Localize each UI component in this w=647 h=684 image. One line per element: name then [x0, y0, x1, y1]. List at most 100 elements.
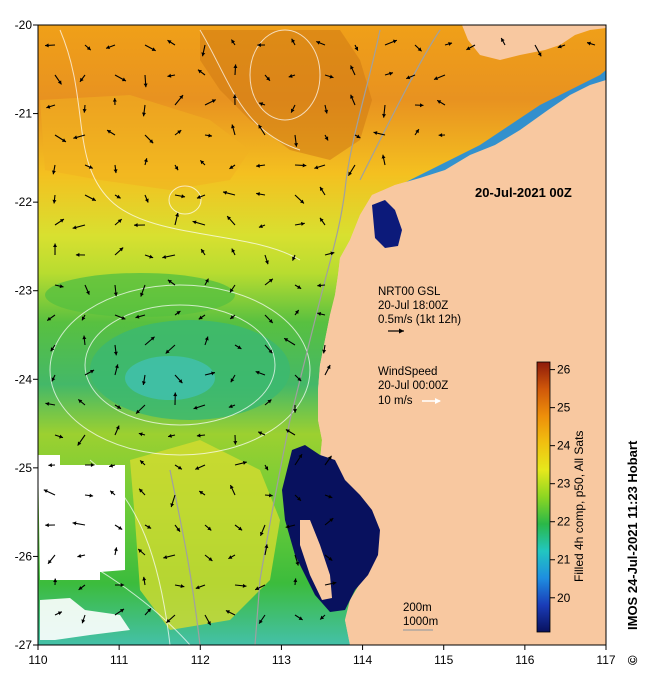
colorbar-tick-label: 24	[557, 439, 571, 453]
current-arrow-head	[330, 251, 335, 256]
current-arrow-head	[417, 47, 422, 52]
current-arrow-head	[142, 112, 146, 117]
current-arrow-head	[231, 124, 235, 129]
current-arrow-head	[120, 583, 125, 588]
wind-legend-scale: 10 m/s	[378, 395, 413, 407]
copyright-icon: ©	[625, 655, 640, 665]
current-arrow-head	[47, 316, 52, 321]
plot-frame	[37, 24, 607, 646]
current-arrow-head	[167, 279, 172, 284]
colorbar-tick-label: 25	[557, 401, 571, 415]
current-arrow-head	[196, 433, 201, 438]
current-arrow-head	[113, 547, 118, 552]
current-arrow-head	[208, 557, 213, 561]
current-arrow-head	[329, 74, 334, 79]
current-arrow-head	[59, 219, 64, 223]
current-arrow-head	[112, 98, 117, 102]
current-arrow-head	[256, 163, 260, 168]
current-arrow-head	[392, 39, 397, 44]
current-arrow-head	[320, 615, 325, 620]
wind-scale-arrow	[422, 398, 441, 404]
current-arrow-head	[170, 503, 175, 508]
current-arrow-head	[57, 80, 62, 85]
current-arrow-head	[265, 260, 269, 265]
current-arrow-head	[329, 518, 334, 522]
current-arrow-head	[121, 316, 126, 320]
current-arrow-head	[294, 142, 299, 147]
current-arrow-head	[51, 377, 56, 382]
colorbar	[536, 361, 551, 633]
current-arrow-head	[255, 370, 260, 375]
current-arrow-head	[587, 41, 591, 46]
current-arrow-head	[285, 524, 290, 529]
current-legend-scale: 0.5m/s (1kt 12h)	[378, 314, 461, 326]
current-arrow-head	[195, 466, 200, 470]
current-arrow-head	[77, 441, 82, 446]
lat-tick-label: -25	[15, 461, 33, 475]
current-arrow-head	[90, 463, 95, 468]
current-arrow-head	[167, 73, 172, 78]
current-arrow-head	[115, 425, 120, 430]
current-arrow-head	[466, 46, 471, 50]
current-arrow-head	[113, 169, 118, 174]
current-arrow-head	[207, 621, 211, 626]
current-arrow-head	[230, 378, 235, 383]
current-arrow-head	[231, 39, 236, 44]
current-arrow-head	[45, 523, 49, 528]
current-arrow-head	[284, 338, 289, 342]
current-arrow-head	[110, 490, 115, 495]
current-arrow-head	[211, 371, 215, 376]
warm-patch	[200, 30, 372, 160]
current-arrow-head	[78, 586, 83, 590]
lat-tick-label: -21	[15, 107, 33, 121]
current-arrow-head	[118, 525, 123, 530]
current-arrow-head	[293, 578, 298, 583]
current-arrow-head	[211, 99, 216, 104]
current-arrow-head	[165, 349, 170, 354]
current-arrow-head	[264, 466, 268, 471]
shark-bay-peninsula	[300, 520, 332, 600]
current-arrow-head	[181, 194, 186, 199]
current-arrows	[43, 37, 596, 626]
current-arrow-head	[373, 131, 378, 136]
lon-tick-label: 114	[353, 653, 372, 667]
current-arrow-head	[53, 243, 58, 248]
current-arrow-head	[268, 278, 273, 283]
current-arrow-head	[227, 216, 232, 221]
current-arrow-head	[173, 392, 178, 397]
current-arrow-head	[201, 52, 206, 57]
colorbar-ticks: 26 25 24 23 22 21 20	[550, 363, 571, 605]
current-arrow-head	[223, 190, 227, 195]
current-arrow-head	[228, 555, 233, 559]
current-arrow-head	[293, 409, 298, 413]
current-arrow-head	[406, 75, 411, 80]
current-legend-time: 20-Jul 18:00Z	[378, 300, 448, 312]
current-arrow-head	[258, 224, 263, 228]
lon-tick-label: 116	[515, 653, 534, 667]
current-arrow-head	[415, 129, 419, 134]
current-arrow-head	[78, 399, 83, 404]
current-arrow-head	[52, 199, 57, 204]
current-arrow-head	[116, 194, 121, 199]
current-arrow-head	[302, 163, 307, 168]
current-arrow-head	[322, 349, 327, 354]
current-arrow-head	[356, 134, 361, 139]
current-arrow-head	[200, 160, 205, 165]
current-arrow-head	[149, 254, 154, 259]
current-arrow-head	[141, 381, 146, 385]
current-arrow-head	[320, 186, 324, 191]
current-arrow-head	[242, 583, 247, 588]
current-arrow-head	[298, 616, 303, 620]
wind-legend-time: 20-Jul 00:00Z	[378, 380, 448, 392]
current-arrow-head	[48, 559, 52, 564]
current-arrow-head	[242, 460, 247, 465]
current-arrow-head	[354, 46, 359, 51]
current-arrow-head	[72, 225, 77, 230]
current-arrow-head	[119, 608, 124, 613]
isobath-legend-200: 200m	[403, 602, 432, 614]
current-arrow-head	[109, 463, 114, 468]
map-title: 20-Jul-2021 00Z	[475, 185, 572, 200]
current-arrow-head	[448, 42, 453, 46]
current-arrow-head	[150, 336, 155, 341]
current-arrow-head	[264, 544, 269, 549]
